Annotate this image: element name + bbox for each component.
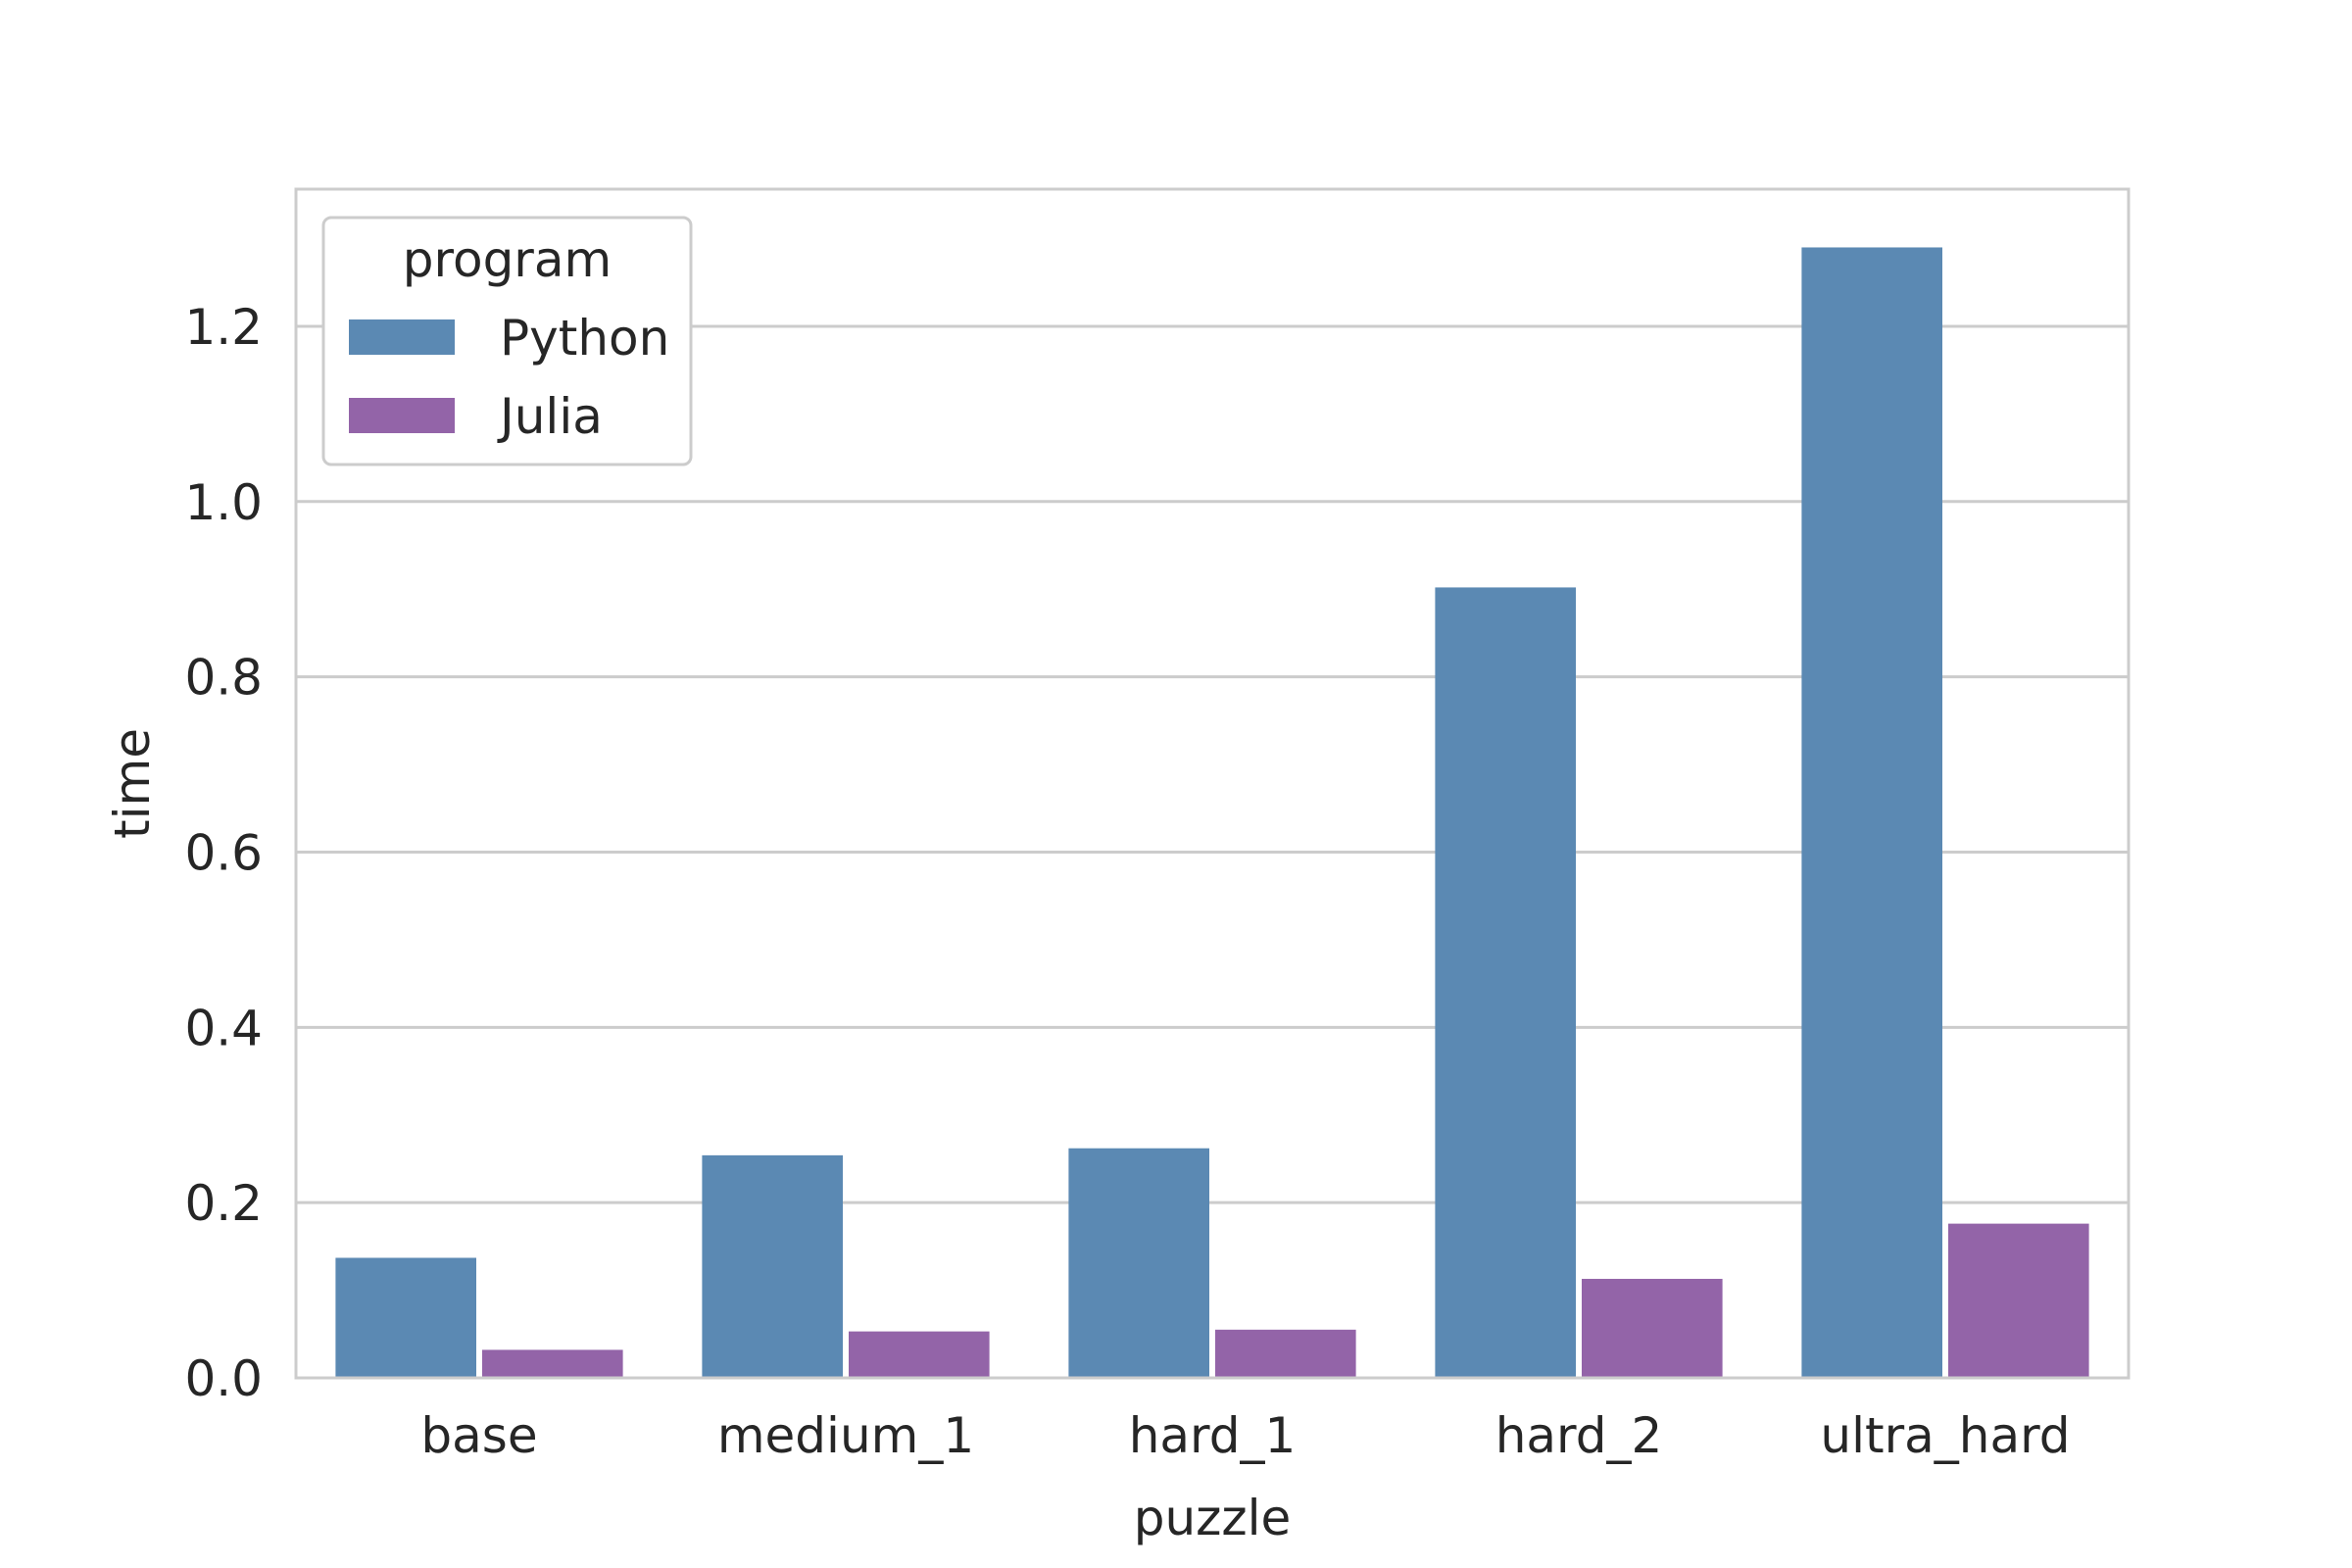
legend-swatch-python (349, 319, 455, 355)
y-tick-label: 0.4 (184, 1000, 263, 1056)
legend-title: program (403, 231, 612, 288)
plot-frame (294, 187, 2131, 1380)
bar-python-hard_1 (1068, 1148, 1209, 1378)
y-tick-label: 0.0 (184, 1350, 263, 1407)
x-axis-label: puzzle (1134, 1490, 1292, 1546)
bar-python-ultra_hard (1801, 247, 1942, 1378)
y-tick-label: 1.2 (184, 299, 263, 356)
x-tick-labels: base medium_1 hard_1 hard_2 ultra_hard (420, 1407, 2070, 1464)
bar-julia-hard_2 (1582, 1278, 1723, 1378)
bar-python-hard_2 (1435, 587, 1576, 1378)
legend-label-python: Python (500, 310, 669, 367)
bar-julia-base (482, 1349, 623, 1378)
y-tick-labels: 0.0 0.2 0.4 0.6 0.8 1.0 1.2 (184, 299, 263, 1407)
legend: program Python Julia (321, 216, 693, 466)
x-tick-label: ultra_hard (1820, 1407, 2070, 1464)
bar-julia-hard_1 (1215, 1329, 1356, 1378)
bars (335, 247, 2089, 1378)
y-tick-label: 0.8 (184, 650, 263, 707)
y-axis-label: time (104, 728, 161, 839)
y-tick-label: 0.2 (184, 1175, 263, 1232)
bar-python-base (335, 1257, 476, 1378)
y-tick-label: 1.0 (184, 474, 263, 531)
x-tick-label: base (420, 1407, 537, 1464)
bar-julia-ultra_hard (1948, 1223, 2089, 1378)
x-tick-label: hard_2 (1495, 1407, 1663, 1464)
bar-julia-medium_1 (849, 1331, 990, 1378)
legend-items: Python Julia (349, 310, 669, 445)
x-tick-label: medium_1 (717, 1407, 974, 1464)
bar-python-medium_1 (702, 1154, 843, 1378)
y-tick-label: 0.6 (184, 824, 263, 881)
x-tick-label: hard_1 (1129, 1407, 1297, 1464)
legend-label-julia: Julia (497, 388, 603, 445)
legend-swatch-julia (349, 398, 455, 433)
